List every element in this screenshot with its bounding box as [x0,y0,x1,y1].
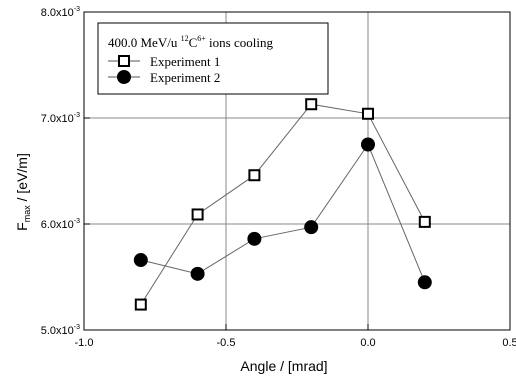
ticks: -1.0 -0.5 0.0 0.5 5.0x10-3 6.0x10-3 7.0x10-3 8.… [41,6,516,349]
legend: 400.0 MeV/u 12C6+ ions cooling Experimen… [97,22,329,95]
data-point-filled-circle [133,253,148,268]
data-point-filled-circle [417,275,432,290]
y-axis-title: Fmax / [eV/m] [14,153,32,231]
data-point-filled-circle [304,220,319,235]
legend-marker-open-square [118,55,130,67]
legend-box [97,22,329,95]
x-tick-label: -0.5 [217,337,236,349]
series-line [140,103,426,305]
grid [84,12,510,330]
legend-marker-filled-circle [117,70,131,84]
legend-title: 400.0 MeV/u 12C6+ ions cooling [108,34,273,50]
data-point-open-square [191,208,204,221]
legend-label-experiment-2: Experiment 2 [150,70,220,85]
data-point-filled-circle [361,137,375,152]
y-axis-title-subscript: max [22,205,32,223]
legend-label-experiment-1: Experiment 1 [150,54,220,69]
y-axis-title-units: / [eV/m] [14,153,30,205]
data-point-open-square [248,169,261,182]
data-point-open-square [362,107,374,120]
series-line [140,143,426,283]
data-point-open-square [418,215,431,228]
plot-frame [83,11,511,331]
series-2 [133,137,432,290]
series-1 [134,98,431,311]
data-point-filled-circle [190,266,205,281]
series-layer [133,98,432,311]
x-tick-label: 0.0 [360,337,375,349]
x-tick-label: -1.0 [75,337,94,349]
y-tick-label: 8.0x10-3 [41,6,80,19]
data-point-filled-circle [247,231,262,246]
y-axis-title-main: F [14,222,30,231]
y-tick-label: 5.0x10-3 [41,324,80,337]
x-tick-label: 0.5 [502,337,516,349]
data-point-open-square [134,298,147,311]
data-point-open-square [305,98,318,111]
x-axis-title: Angle / [mrad] [240,358,327,374]
y-tick-label: 6.0x10-3 [41,218,80,231]
y-tick-label: 7.0x10-3 [41,112,80,125]
